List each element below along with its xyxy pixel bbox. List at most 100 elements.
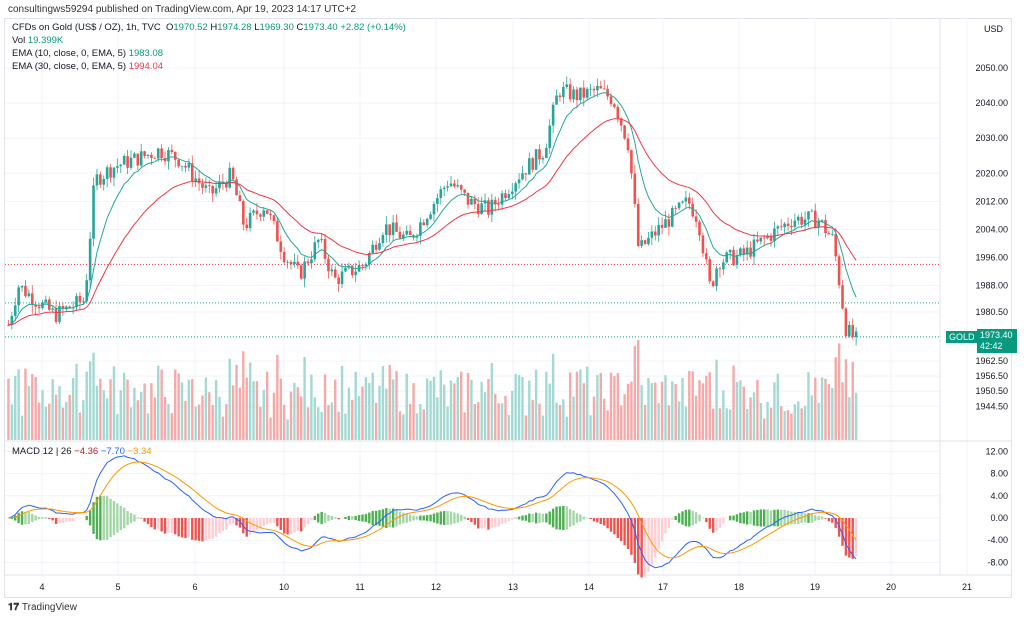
candle-body (146, 154, 150, 156)
macd-histogram-bar (790, 511, 793, 525)
volume-bar (739, 380, 742, 440)
high-label: H (210, 22, 218, 33)
volume-bar (252, 381, 255, 440)
candle-body (681, 201, 684, 203)
macd-histogram-bar (551, 508, 555, 528)
volume-bar (235, 364, 238, 440)
candle-body (405, 230, 409, 235)
macd-histogram-bar (545, 513, 548, 523)
y-tick-label: 1950.50 (975, 386, 1008, 396)
candle-body (37, 306, 41, 309)
macd-histogram-bar (412, 515, 415, 521)
volume-bar (745, 408, 749, 440)
volume-bar (497, 403, 500, 440)
macd-histogram-bar (238, 518, 242, 528)
volume-bar (521, 376, 524, 440)
volume-bar (211, 404, 214, 440)
volume-bar (95, 385, 99, 440)
volume-bar (344, 413, 347, 440)
volume-bar (204, 377, 208, 440)
candle-body (119, 164, 123, 167)
candle-body (548, 125, 552, 148)
macd-histogram-bar (555, 506, 558, 530)
macd-histogram-bar (75, 518, 78, 519)
volume-bar (320, 412, 323, 440)
macd-histogram-bar (701, 517, 705, 519)
candle-body (589, 88, 592, 90)
volume-bar (623, 394, 626, 440)
volume-bar (385, 388, 388, 440)
legend-volume[interactable]: Vol 19.399K (12, 35, 63, 46)
candle-body (160, 148, 163, 158)
candle-body (82, 301, 85, 303)
macd-histogram-bar (197, 518, 201, 541)
macd-histogram-bar (769, 510, 773, 526)
macd-histogram-bar (667, 518, 671, 529)
candle-body (779, 226, 783, 228)
candle-body (827, 232, 831, 235)
candle-body (769, 235, 773, 241)
candle-body (722, 262, 725, 270)
volume-bar (820, 377, 824, 440)
volume-bar (568, 372, 572, 440)
macd-histogram-bar (204, 518, 208, 541)
candle-body (228, 167, 232, 188)
macd-histogram-bar (300, 518, 303, 532)
candle-body (752, 239, 756, 257)
legend-symbol[interactable]: CFDs on Gold (US$ / OZ), 1h, TVC (12, 22, 161, 33)
macd-histogram-bar (684, 509, 688, 527)
macd-histogram-bar (160, 518, 163, 532)
candle-body (282, 251, 286, 263)
legend-ema30[interactable]: EMA (30, close, 0, EMA, 5) 1994.04 (12, 61, 163, 72)
legend-ema10[interactable]: EMA (10, close, 0, EMA, 5) 1983.08 (12, 48, 163, 59)
macd-histogram-bar (732, 515, 735, 521)
candle-body (534, 149, 538, 170)
candle-body (728, 249, 732, 253)
tradingview-watermark[interactable]: 𝟏𝟕 TradingView (8, 602, 77, 613)
macd-histogram-bar (490, 518, 494, 528)
macd-histogram-bar (568, 509, 572, 527)
candle-body (742, 248, 746, 255)
volume-bar (262, 389, 265, 440)
volume-bar (810, 395, 814, 440)
macd-hist-value: −4.36 (74, 446, 99, 457)
macd-histogram-bar (793, 511, 797, 525)
volume-bar (715, 359, 718, 440)
macd-histogram-bar (211, 518, 214, 539)
volume-bar (626, 383, 630, 440)
legend-macd[interactable]: MACD 12 | 26 −4.36 −7.70 −3.34 (12, 446, 152, 457)
volume-bar (61, 407, 65, 440)
macd-histogram-bar (347, 515, 351, 521)
macd-histogram-bar (654, 518, 657, 558)
macd-histogram-bar (606, 518, 609, 529)
volume-bar (541, 415, 545, 440)
volume-bar (27, 386, 31, 440)
y-tick-label: 2020.00 (975, 168, 1008, 178)
macd-histogram-bar (565, 506, 568, 530)
macd-histogram-bar (487, 518, 490, 530)
macd-histogram-bar (126, 511, 129, 525)
volume-bar (705, 375, 708, 440)
macd-histogram-bar (514, 517, 517, 519)
candle-body (197, 178, 201, 184)
volume-bar (276, 354, 279, 440)
macd-histogram-bar (691, 510, 694, 526)
macd-histogram-bar (820, 516, 824, 520)
volume-bar (279, 378, 282, 440)
x-tick-label: 5 (115, 582, 120, 592)
watermark-text: TradingView (21, 602, 77, 613)
volume-bar (255, 381, 259, 440)
candle-body (500, 193, 504, 205)
volume-bar (664, 375, 667, 440)
candle-body (61, 306, 65, 310)
macd-histogram-bar (715, 518, 718, 531)
volume-bar (225, 404, 228, 440)
volume-bar (361, 386, 364, 440)
symbol-tag: GOLD (946, 331, 978, 343)
candle-body (759, 237, 763, 242)
chart-frame[interactable] (4, 18, 1012, 598)
candle-body (647, 237, 650, 245)
candle-body (773, 228, 776, 241)
macd-histogram-bar (153, 518, 157, 530)
